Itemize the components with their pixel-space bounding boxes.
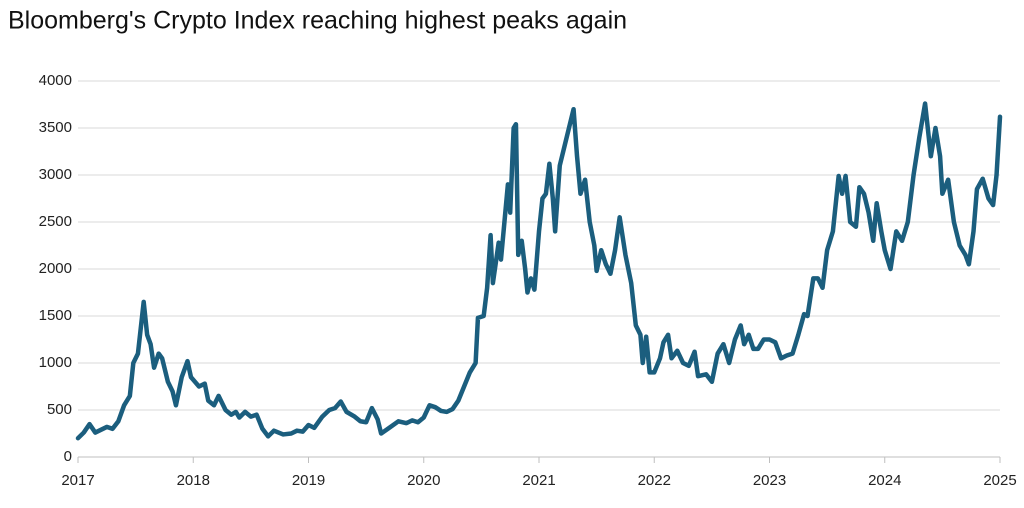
x-tick-label: 2022 [638, 472, 671, 489]
y-tick-label: 3500 [39, 119, 72, 136]
y-tick-label: 2000 [39, 260, 72, 277]
line [75, 101, 1003, 441]
y-tick-label: 4000 [39, 72, 72, 89]
y-tick-label: 2500 [39, 213, 72, 230]
y-tick-label: 1500 [39, 307, 72, 324]
x-tick-label: 2023 [753, 472, 786, 489]
x-tick-label: 2020 [407, 472, 440, 489]
x-tick-label: 2024 [868, 472, 901, 489]
y-tick-label: 3000 [39, 166, 72, 183]
y-tick-label: 0 [64, 448, 72, 465]
x-tick-label: 2025 [983, 472, 1016, 489]
x-tick-label: 2017 [61, 472, 94, 489]
y-tick-label: 500 [47, 401, 72, 418]
chart-title: Bloomberg's Crypto Index reaching highes… [8, 7, 627, 35]
y-tick-label: 1000 [39, 354, 72, 371]
x-tick-label: 2021 [522, 472, 555, 489]
x-tick-label: 2018 [177, 472, 210, 489]
x-tick-label: 2019 [292, 472, 325, 489]
